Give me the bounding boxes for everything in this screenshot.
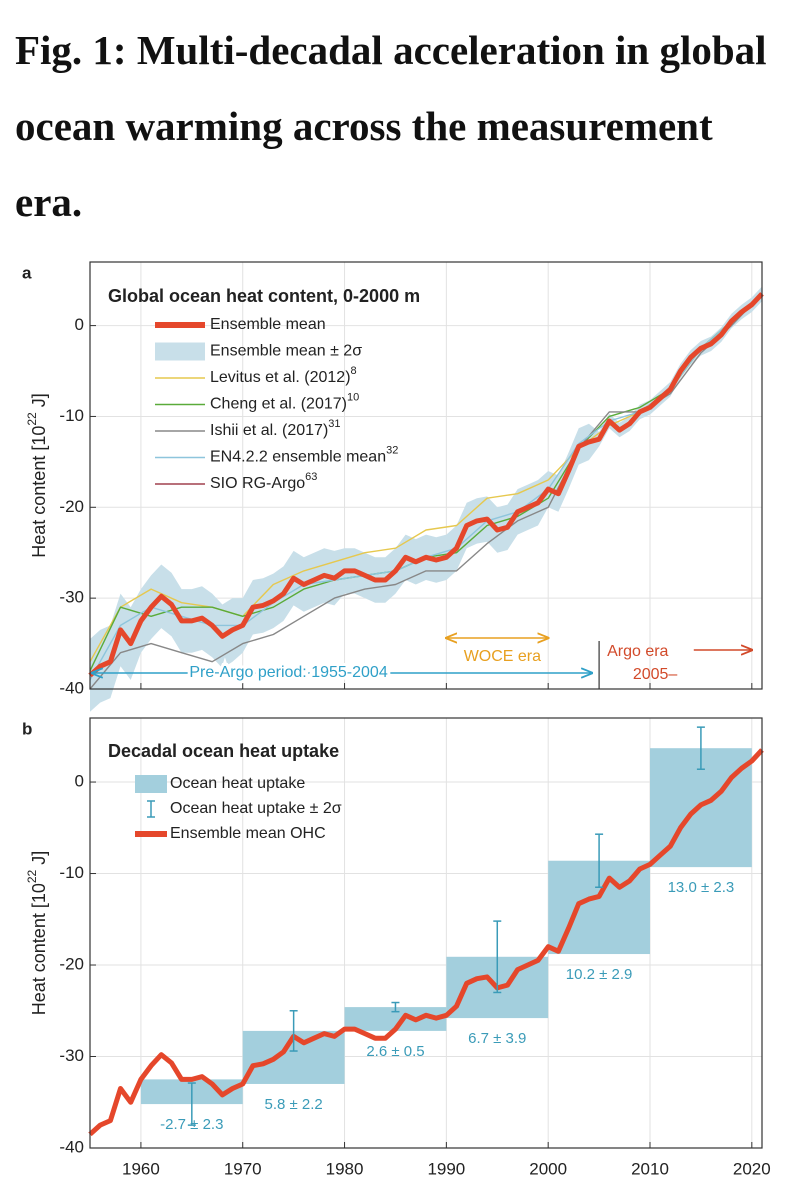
legend-label-ref: 31 (328, 418, 340, 430)
y-axis-label-part: Heat content [10 (29, 426, 49, 558)
panel-label: b (22, 719, 32, 738)
legend-label: Levitus et al. (2012)8 (210, 365, 357, 386)
y-tick-label: -40 (59, 1137, 84, 1156)
y-tick-label: 0 (75, 315, 84, 334)
x-tick-label: 1990 (427, 1159, 465, 1178)
legend-label: Ensemble mean OHC (170, 825, 326, 842)
legend-label: Ocean heat uptake (170, 775, 305, 792)
value-label: 10.2 ± 2.9 (566, 966, 633, 983)
chart-title: Decadal ocean heat uptake (108, 741, 339, 761)
legend-label-ref: 63 (305, 471, 317, 483)
legend-label-text: Ensemble mean (210, 316, 326, 333)
y-tick-label: -20 (59, 955, 84, 974)
legend-label: Ensemble mean ± 2σ (210, 343, 362, 360)
y-axis-label: Heat content [1022 J] (25, 393, 49, 557)
y-tick-label: -30 (59, 588, 84, 607)
ensemble-mean-line (88, 748, 764, 1137)
y-axis-label: Heat content [1022 J] (25, 851, 49, 1015)
legend-label-text: Ocean heat uptake (170, 775, 305, 792)
figure-title: Fig. 1: Multi-decadal acceleration in gl… (15, 27, 767, 225)
legend-swatch (155, 342, 205, 361)
legend-label-text: Ensemble mean ± 2σ (210, 343, 362, 360)
legend-label-ref: 32 (386, 444, 398, 456)
annotation: WOCE era (464, 648, 541, 665)
legend-label: Ishii et al. (2017)31 (210, 418, 341, 439)
legend-label: SIO RG-Argo63 (210, 471, 317, 492)
value-label: -2.7 ± 2.3 (160, 1116, 223, 1133)
y-axis-label-part: 22 (25, 869, 39, 883)
legend-label: EN4.2.2 ensemble mean32 (210, 444, 398, 465)
legend-label: Cheng et al. (2017)10 (210, 391, 359, 412)
y-axis-label-part: Heat content [10 (29, 883, 49, 1015)
legend-label: Ensemble mean (210, 316, 326, 333)
y-tick-label: -10 (59, 406, 84, 425)
x-tick-label: 2000 (529, 1159, 567, 1178)
x-tick-label: 2010 (631, 1159, 669, 1178)
y-tick-label: -40 (59, 678, 84, 697)
axes-frame (89, 717, 763, 1149)
annotation: Argo era (607, 643, 668, 660)
legend-label-ref: 10 (347, 391, 359, 403)
legend-label-text: SIO RG-Argo (210, 475, 305, 492)
value-label: 6.7 ± 3.9 (468, 1030, 526, 1047)
legend-label-text: Ensemble mean OHC (170, 825, 326, 842)
value-label: 2.6 ± 0.5 (366, 1043, 424, 1060)
legend-label-text: Levitus et al. (2012) (210, 369, 351, 386)
annotation: Pre-Argo period: 1955-2004 (189, 664, 387, 681)
y-tick-label: -20 (59, 497, 84, 516)
legend-label-text: EN4.2.2 ensemble mean (210, 449, 386, 466)
legend-label-text: Cheng et al. (2017) (210, 396, 347, 413)
uptake-box (344, 1007, 447, 1031)
chart-title: Global ocean heat content, 0-2000 m (108, 286, 420, 306)
x-tick-label: 1970 (224, 1159, 262, 1178)
x-tick-label: 1980 (326, 1159, 364, 1178)
axes-frame (89, 261, 763, 690)
legend-label-text: Ishii et al. (2017) (210, 422, 328, 439)
legend-label-ref: 8 (351, 365, 357, 377)
x-tick-label: 1960 (122, 1159, 160, 1178)
y-axis-label-part: J] (29, 851, 49, 870)
y-tick-label: -10 (59, 863, 84, 882)
value-label: 5.8 ± 2.2 (264, 1096, 322, 1113)
annotation: 2005– (633, 666, 678, 683)
legend-label: Ocean heat uptake ± 2σ (170, 800, 342, 817)
ensemble-mean-line (88, 292, 764, 678)
y-tick-label: -30 (59, 1046, 84, 1065)
panel-label: a (22, 263, 32, 282)
legend-label-text: Ocean heat uptake ± 2σ (170, 800, 342, 817)
y-axis-label-part: 22 (25, 412, 39, 426)
y-tick-label: 0 (75, 772, 84, 791)
value-label: 13.0 ± 2.3 (668, 879, 735, 896)
legend-swatch (135, 775, 167, 793)
y-axis-label-part: J] (29, 393, 49, 412)
x-tick-label: 2020 (733, 1159, 771, 1178)
